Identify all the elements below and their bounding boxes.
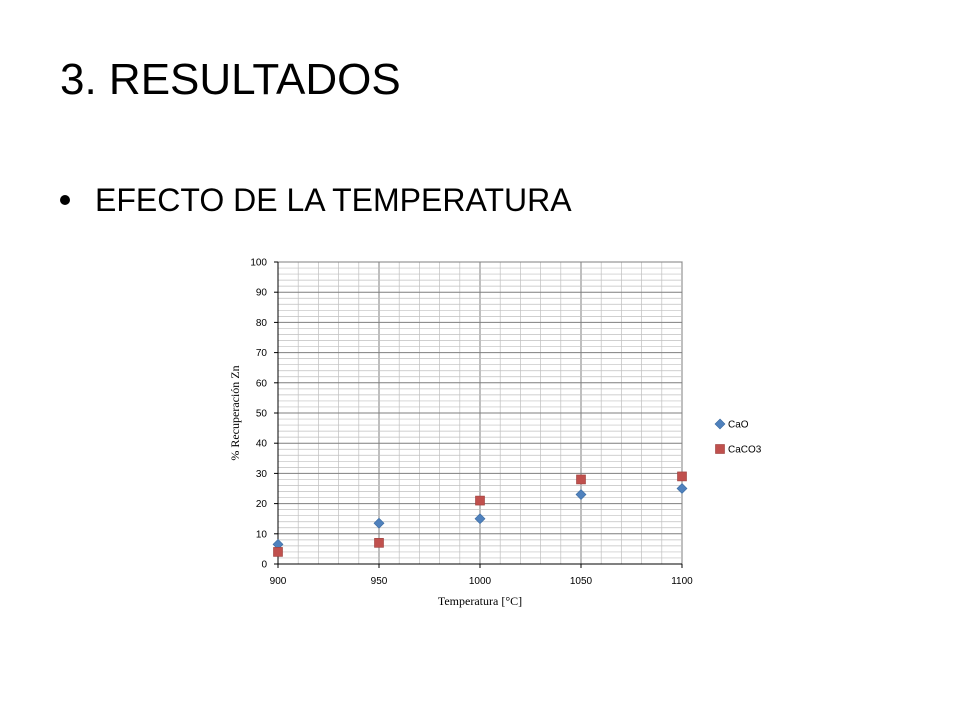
- y-tick-label: 50: [256, 409, 268, 420]
- legend: CaO CaCO3: [714, 418, 762, 456]
- x-tick-label: 950: [371, 576, 388, 587]
- data-points: [272, 471, 688, 557]
- x-tick-label: 900: [270, 576, 287, 587]
- y-tick-label: 10: [256, 529, 268, 540]
- data-point-caco3: [576, 474, 586, 485]
- y-tick-label: 90: [256, 288, 268, 299]
- data-point-caco3: [677, 471, 687, 482]
- y-axis-ticks: 0 10 20 30 40 50 60 70 80 90 100: [250, 258, 278, 571]
- legend-label-cao: CaO: [728, 420, 749, 431]
- data-point-cao: [676, 483, 688, 494]
- bullet-text: EFECTO DE LA TEMPERATURA: [95, 182, 572, 218]
- y-tick-label: 70: [256, 348, 268, 359]
- y-tick-label: 100: [250, 258, 267, 269]
- y-tick-label: 20: [256, 499, 268, 510]
- x-tick-label: 1000: [469, 576, 492, 587]
- data-point-cao: [373, 517, 385, 529]
- data-point-cao: [575, 489, 587, 500]
- legend-label-caco3: CaCO3: [728, 445, 762, 456]
- legend-marker-cao: [714, 418, 726, 430]
- data-point-cao: [474, 513, 486, 525]
- bullet-item: EFECTO DE LA TEMPERATURA: [60, 180, 572, 220]
- y-tick-label: 0: [261, 560, 267, 571]
- bullet-icon: [60, 195, 70, 205]
- x-tick-label: 1050: [570, 576, 593, 587]
- x-axis-title: Temperatura [°C]: [438, 594, 522, 608]
- y-tick-label: 30: [256, 469, 268, 480]
- y-tick-label: 60: [256, 378, 268, 389]
- y-tick-label: 80: [256, 318, 268, 329]
- x-tick-label: 1100: [671, 576, 693, 587]
- x-axis-ticks: 900 950 1000 1050 1100: [270, 564, 693, 587]
- slide-title: 3. RESULTADOS: [60, 55, 401, 104]
- data-point-caco3: [273, 547, 283, 557]
- legend-marker-caco3: [715, 444, 725, 454]
- y-tick-label: 40: [256, 439, 268, 450]
- data-point-caco3: [475, 495, 485, 506]
- y-axis-title: % Recuperación Zn: [228, 365, 242, 460]
- data-point-caco3: [374, 538, 384, 548]
